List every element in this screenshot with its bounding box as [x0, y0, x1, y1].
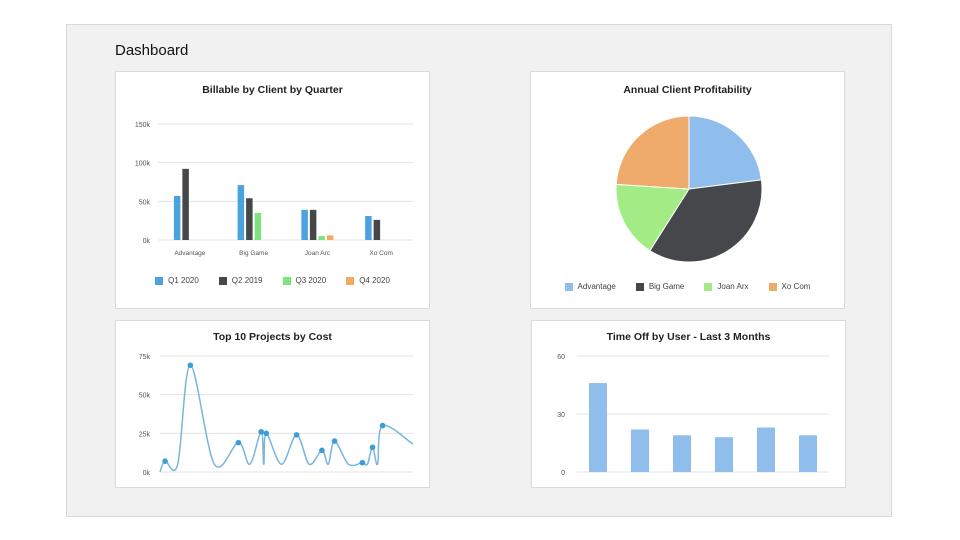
legend-label: Q1 2020: [168, 276, 199, 285]
data-point: [319, 447, 325, 454]
bar: [301, 209, 308, 240]
page-title: Dashboard: [115, 42, 189, 59]
legend-swatch: [704, 282, 713, 291]
pie-slice: [688, 115, 762, 190]
bar: [373, 219, 381, 240]
legend-label: Q2 2019: [231, 276, 263, 285]
bar: [799, 435, 817, 472]
profitability-legend-item[interactable]: Xo Com: [768, 282, 811, 291]
billable-chart-card[interactable]: Billable by Client by Quarter 0k 50k 100k 1…: [115, 71, 430, 309]
bar: [246, 198, 253, 240]
legend-swatch: [346, 276, 355, 285]
data-point: [379, 422, 386, 429]
bar: [254, 212, 262, 240]
data-point: [235, 439, 242, 446]
projects-chart-card[interactable]: Top 10 Projects by Cost 0k 25k 50k 75k: [115, 320, 430, 488]
timeoff-chart-title: Time Off by User - Last 3 Months: [606, 331, 771, 343]
pie-slice: [615, 183, 690, 252]
projects-line-chart: 0k 25k 50k 75k: [139, 354, 414, 477]
y-tick-label: 0k: [143, 470, 151, 477]
legend-label: Q4 2020: [359, 276, 390, 285]
data-point: [162, 458, 168, 464]
pie-slice: [649, 179, 763, 263]
billable-bar-chart: 0k 50k 100k 150k Advantage Big Game Joan Arc Xo…: [135, 122, 413, 257]
bar: [182, 168, 189, 240]
timeoff-bar-chart: 0 30 60: [557, 354, 829, 477]
x-tick-label: Big Game: [239, 250, 268, 257]
bar: [631, 429, 649, 472]
legend-label: Q3 2020: [295, 276, 327, 285]
y-tick-label: 100k: [135, 161, 151, 168]
y-tick-label: 25k: [139, 431, 151, 438]
legend-swatch: [282, 276, 291, 285]
bar: [309, 209, 317, 240]
series-line: [159, 364, 414, 473]
bar: [237, 185, 245, 240]
legend-swatch: [218, 276, 227, 285]
projects-chart-title: Top 10 Projects by Cost: [213, 331, 332, 343]
profitability-legend-item[interactable]: Advantage: [564, 282, 616, 291]
x-tick-label: Xo Com: [369, 250, 392, 257]
bar: [326, 235, 334, 240]
data-point: [331, 438, 338, 444]
billable-legend: Q1 2020 Q2 2019 Q3 2020 Q4 2020: [116, 276, 429, 285]
bar: [318, 236, 325, 240]
y-tick-label: 30: [557, 412, 565, 419]
profitability-chart-title: Annual Client Profitability: [623, 84, 752, 96]
legend-swatch: [564, 282, 573, 291]
profitability-legend-item[interactable]: Big Game: [635, 282, 685, 291]
x-tick-label: Joan Arc: [305, 250, 331, 257]
legend-swatch: [155, 276, 164, 285]
profitability-pie-chart: [615, 115, 763, 263]
bar: [673, 435, 691, 472]
y-tick-label: 60: [557, 354, 565, 361]
data-point: [293, 432, 300, 438]
data-point: [369, 444, 376, 451]
y-tick-label: 0k: [143, 238, 151, 245]
legend-swatch: [768, 282, 777, 291]
billable-legend-item[interactable]: Q1 2020: [155, 276, 199, 285]
y-tick-label: 75k: [139, 354, 151, 361]
y-tick-label: 50k: [139, 393, 151, 400]
data-point: [258, 428, 264, 435]
bar: [173, 195, 181, 240]
profitability-legend: Advantage Big Game Joan Arx Xo Com: [531, 282, 844, 291]
data-point: [359, 459, 366, 466]
bar: [757, 427, 775, 472]
legend-label: Big Game: [648, 282, 685, 291]
data-point: [187, 362, 194, 369]
y-tick-label: 0: [561, 470, 565, 477]
billable-legend-item[interactable]: Q2 2019: [218, 276, 263, 285]
x-tick-label: Advantage: [174, 250, 205, 257]
billable-legend-item[interactable]: Q3 2020: [282, 276, 327, 285]
timeoff-chart-card[interactable]: Time Off by User - Last 3 Months 0 30 60: [531, 320, 846, 488]
data-point: [263, 430, 270, 437]
legend-label: Xo Com: [781, 282, 811, 291]
legend-swatch: [635, 282, 644, 291]
billable-legend-item[interactable]: Q4 2020: [346, 276, 390, 285]
bar: [365, 216, 372, 240]
profitability-legend-item[interactable]: Joan Arx: [704, 282, 749, 291]
pie-slice: [615, 115, 690, 190]
billable-chart-title: Billable by Client by Quarter: [202, 84, 343, 96]
y-tick-label: 50k: [139, 199, 151, 206]
bar: [589, 383, 607, 472]
legend-label: Joan Arx: [717, 282, 749, 291]
bar: [715, 437, 733, 472]
y-tick-label: 150k: [135, 122, 151, 129]
profitability-chart-card[interactable]: Annual Client Profitability Advantage Big…: [530, 71, 845, 309]
legend-label: Advantage: [577, 282, 616, 291]
